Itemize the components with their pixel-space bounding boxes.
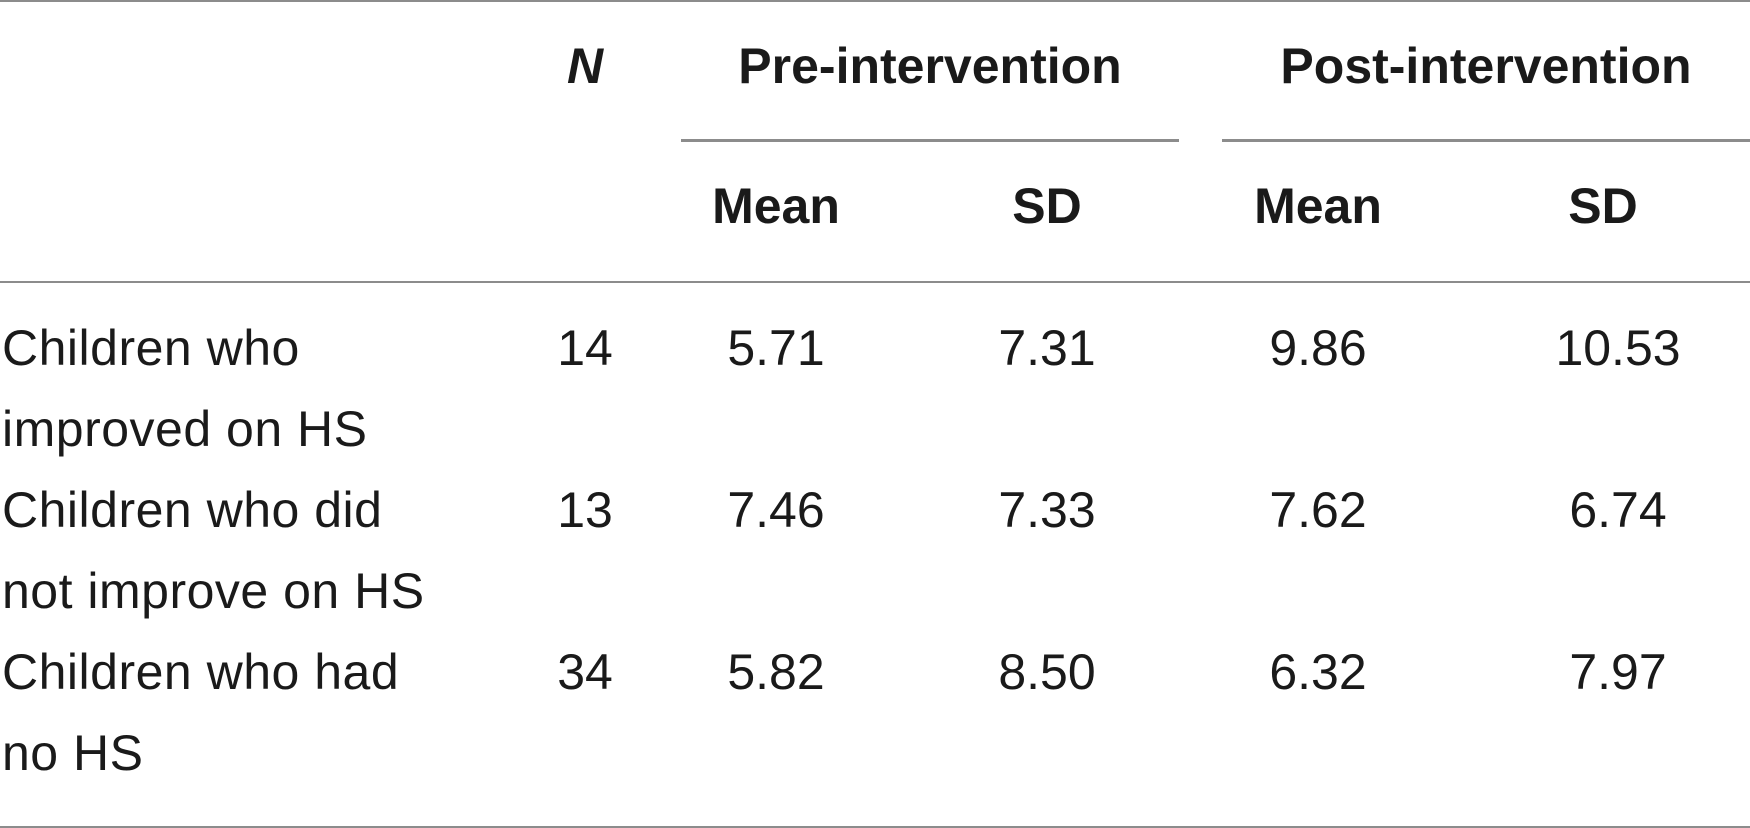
cell-pre-sd: 7.33 [998,482,1096,538]
cell-n: 14 [557,320,613,376]
cell-post-mean: 6.32 [1269,644,1367,700]
header-pre-mean: Mean [712,178,840,234]
table-row: Children who had no HS 34 5.82 8.50 6.32… [0,632,1750,794]
cell-post-sd: 10.53 [1555,320,1681,376]
cell-post-sd: 7.97 [1569,644,1667,700]
row-label: Children who improved on HS [2,320,368,457]
cell-pre-mean: 5.71 [727,320,825,376]
table-top-rule [0,0,1750,2]
cell-pre-mean: 5.82 [727,644,825,700]
table-bottom-rule [0,826,1750,828]
cell-n: 34 [557,644,613,700]
cell-pre-sd: 7.31 [998,320,1096,376]
table-header-rule [0,281,1750,283]
cell-pre-mean: 7.46 [727,482,825,538]
cell-n: 13 [557,482,613,538]
header-post-mean: Mean [1254,178,1382,234]
cell-post-mean: 7.62 [1269,482,1367,538]
header-pre-intervention: Pre-intervention [738,38,1122,94]
header-post-intervention: Post-intervention [1280,38,1692,94]
table-row: Children who did not improve on HS 13 7.… [0,470,1750,632]
pre-intervention-group-rule [681,139,1179,142]
cell-post-mean: 9.86 [1269,320,1367,376]
cell-post-sd: 6.74 [1569,482,1667,538]
header-n: N [566,38,604,94]
header-post-sd: SD [1568,178,1638,234]
cell-pre-sd: 8.50 [998,644,1096,700]
row-label: Children who did not improve on HS [2,482,425,619]
header-pre-sd: SD [1012,178,1082,234]
table-row: Children who improved on HS 14 5.71 7.31… [0,308,1750,470]
row-label: Children who had no HS [2,644,400,781]
post-intervention-group-rule [1222,139,1750,142]
